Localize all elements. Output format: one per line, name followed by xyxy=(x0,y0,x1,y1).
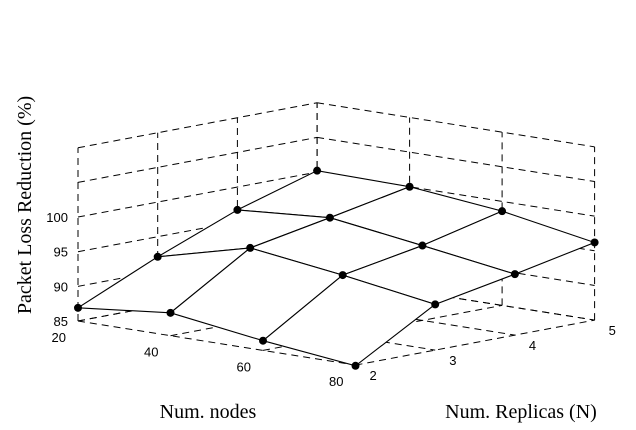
back-wall-grid-line xyxy=(77,102,318,149)
data-point xyxy=(590,238,599,247)
floor-grid-line xyxy=(77,320,356,366)
data-point xyxy=(153,252,162,261)
data-point xyxy=(325,213,334,222)
side-wall-grid-line xyxy=(317,240,595,286)
tick-labels: 85 90 95 100 20 40 60 80 2 3 4 5 xyxy=(46,210,616,389)
z-tick-label: 95 xyxy=(54,245,68,260)
data-point xyxy=(405,182,414,191)
y-tick-label: 5 xyxy=(609,323,616,338)
z-axis-title: Packet Loss Reduction (%) xyxy=(14,96,36,314)
y-tick-label: 4 xyxy=(529,338,536,353)
data-point xyxy=(313,166,322,175)
data-point xyxy=(510,270,519,279)
surface-mesh xyxy=(76,170,597,367)
side-wall-grid-line xyxy=(317,136,595,182)
data-point xyxy=(351,361,360,370)
data-point xyxy=(498,207,507,216)
x-axis-title: Num. nodes xyxy=(160,401,257,423)
z-tick-label: 90 xyxy=(54,279,68,294)
data-point xyxy=(246,243,255,252)
back-wall-grid-line xyxy=(77,136,318,183)
back-wall-grid-line xyxy=(77,206,318,253)
floor-grid-line xyxy=(237,290,515,336)
data-point xyxy=(431,300,440,309)
side-wall-grid-line xyxy=(317,102,595,148)
x-tick-label: 40 xyxy=(144,345,158,360)
data-point xyxy=(338,271,347,280)
data-point xyxy=(74,303,82,312)
floor-grid-line xyxy=(355,319,595,366)
x-tick-label: 80 xyxy=(329,374,343,389)
data-point xyxy=(259,336,267,345)
surface-markers xyxy=(74,166,599,370)
x-tick-label: 20 xyxy=(52,330,66,345)
y-tick-label: 2 xyxy=(370,368,377,383)
y-axis-title: Num. Replicas (N) xyxy=(445,401,597,423)
back-wall-grid-line xyxy=(77,171,318,218)
side-wall-grid-line xyxy=(317,171,595,217)
y-tick-label: 3 xyxy=(449,353,456,368)
data-point xyxy=(233,205,242,214)
z-tick-label: 100 xyxy=(46,210,68,225)
z-tick-label: 85 xyxy=(54,314,68,329)
data-point xyxy=(418,241,427,250)
data-point xyxy=(166,308,175,317)
side-wall-grid-line xyxy=(317,275,595,321)
floor-grid-line xyxy=(157,305,436,351)
x-tick-label: 60 xyxy=(237,359,251,374)
